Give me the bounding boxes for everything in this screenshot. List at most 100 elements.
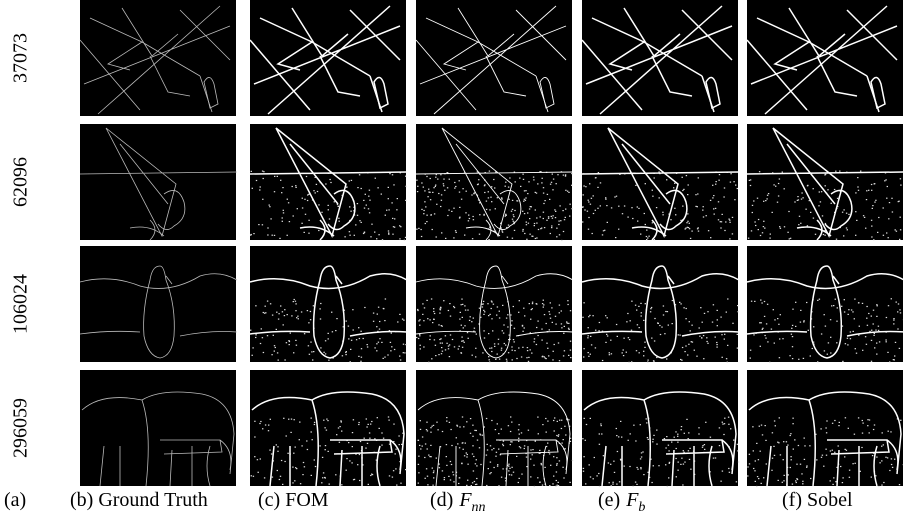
- noise: [605, 197, 606, 198]
- noise: [464, 325, 465, 326]
- noise: [652, 190, 653, 191]
- noise: [287, 314, 288, 315]
- noise: [682, 190, 683, 191]
- noise: [867, 325, 868, 326]
- noise: [459, 192, 460, 193]
- noise: [599, 322, 600, 323]
- noise: [368, 424, 369, 425]
- noise: [518, 429, 519, 430]
- noise: [871, 190, 872, 191]
- noise: [270, 218, 271, 219]
- noise: [643, 320, 644, 321]
- noise: [405, 469, 406, 470]
- noise: [429, 319, 430, 320]
- noise: [555, 211, 556, 212]
- noise: [446, 465, 447, 466]
- edge-map: [80, 0, 236, 116]
- noise: [827, 354, 828, 355]
- noise: [514, 350, 515, 351]
- noise: [456, 232, 457, 233]
- noise: [478, 179, 479, 180]
- noise: [871, 316, 872, 317]
- noise: [424, 201, 425, 202]
- noise: [636, 467, 637, 468]
- noise: [376, 238, 377, 239]
- noise: [430, 178, 431, 179]
- noise: [516, 200, 517, 201]
- noise: [304, 466, 305, 467]
- noise: [591, 198, 592, 199]
- noise: [644, 342, 645, 343]
- noise: [348, 442, 349, 443]
- noise: [589, 464, 590, 465]
- noise: [392, 218, 393, 219]
- noise: [677, 436, 678, 437]
- noise: [349, 460, 350, 461]
- noise: [876, 316, 877, 317]
- noise: [572, 460, 573, 461]
- noise: [619, 481, 620, 482]
- noise: [465, 310, 466, 311]
- image-background: [250, 246, 406, 362]
- noise: [724, 334, 725, 335]
- noise: [455, 230, 456, 231]
- noise: [800, 223, 801, 224]
- noise: [559, 305, 560, 306]
- noise: [559, 205, 560, 206]
- noise: [488, 191, 489, 192]
- noise: [645, 224, 646, 225]
- noise: [888, 305, 889, 306]
- noise: [338, 206, 339, 207]
- noise: [703, 358, 704, 359]
- noise: [268, 430, 269, 431]
- noise: [434, 339, 435, 340]
- noise: [588, 229, 589, 230]
- noise: [436, 458, 437, 459]
- noise: [359, 220, 360, 221]
- noise: [891, 298, 892, 299]
- noise: [444, 479, 445, 480]
- noise: [508, 187, 509, 188]
- noise: [457, 443, 458, 444]
- noise: [431, 358, 432, 359]
- noise: [758, 478, 759, 479]
- noise: [830, 352, 831, 353]
- noise: [311, 418, 312, 419]
- noise: [365, 448, 366, 449]
- noise: [803, 320, 804, 321]
- noise: [772, 432, 773, 433]
- noise: [417, 310, 418, 311]
- noise: [473, 318, 474, 319]
- noise: [302, 207, 303, 208]
- noise: [280, 476, 281, 477]
- noise: [559, 360, 560, 361]
- noise: [717, 319, 718, 320]
- noise: [618, 206, 619, 207]
- noise: [703, 206, 704, 207]
- noise: [869, 419, 870, 420]
- noise: [513, 472, 514, 473]
- noise: [758, 219, 759, 220]
- noise: [472, 425, 473, 426]
- noise: [351, 462, 352, 463]
- edge-map: [80, 246, 237, 362]
- noise: [564, 219, 565, 220]
- noise: [424, 190, 425, 191]
- edge-map: [250, 370, 406, 486]
- edge-map: [80, 124, 237, 240]
- noise: [474, 430, 475, 431]
- noise: [466, 456, 467, 457]
- noise: [849, 477, 850, 478]
- noise: [450, 479, 451, 480]
- noise: [778, 442, 779, 443]
- noise: [275, 347, 276, 348]
- noise: [686, 175, 687, 176]
- noise: [405, 186, 406, 187]
- noise: [404, 352, 405, 353]
- noise: [764, 301, 765, 302]
- noise: [284, 359, 285, 360]
- noise: [882, 432, 883, 433]
- noise: [675, 458, 676, 459]
- noise: [604, 230, 605, 231]
- noise: [674, 437, 675, 438]
